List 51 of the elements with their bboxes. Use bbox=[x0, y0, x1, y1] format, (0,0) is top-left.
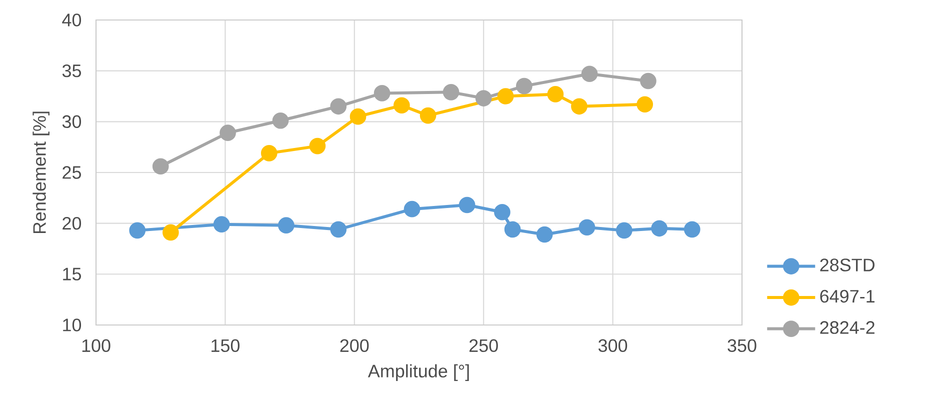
y-axis-title: Rendement [%] bbox=[32, 112, 50, 234]
point bbox=[651, 220, 668, 237]
point bbox=[497, 88, 514, 104]
y-tick-label: 10 bbox=[63, 318, 82, 332]
point bbox=[260, 145, 278, 162]
y-tick-label: 25 bbox=[62, 166, 81, 179]
x-tick-label: 150 bbox=[212, 339, 240, 352]
point bbox=[404, 200, 420, 218]
legend-label: 6497-1 bbox=[820, 290, 874, 303]
point bbox=[684, 221, 700, 238]
point bbox=[162, 224, 179, 241]
y-tick-label: 35 bbox=[62, 64, 81, 78]
point bbox=[640, 72, 656, 90]
point bbox=[442, 84, 460, 100]
point bbox=[213, 216, 230, 233]
y-tick-label: 40 bbox=[62, 14, 82, 26]
x-tick-label: 250 bbox=[469, 339, 498, 352]
point bbox=[152, 158, 169, 175]
point bbox=[581, 66, 598, 82]
point bbox=[350, 108, 366, 125]
point bbox=[571, 98, 588, 115]
x-tick-label: 100 bbox=[82, 339, 110, 352]
point bbox=[220, 124, 236, 142]
point bbox=[547, 86, 564, 102]
x-axis-title: Amplitude [°] bbox=[368, 364, 469, 382]
point bbox=[536, 226, 553, 243]
y-tick-label: 20 bbox=[62, 216, 82, 230]
point bbox=[578, 219, 596, 236]
x-tick-label: 300 bbox=[598, 339, 628, 352]
point bbox=[504, 221, 521, 238]
y-tick-label: 15 bbox=[63, 268, 81, 280]
point bbox=[129, 222, 146, 239]
point bbox=[475, 90, 492, 106]
point bbox=[309, 138, 326, 154]
point bbox=[458, 196, 476, 214]
point bbox=[330, 98, 347, 115]
point bbox=[420, 107, 436, 124]
point bbox=[494, 204, 510, 220]
point bbox=[330, 221, 347, 238]
point bbox=[636, 96, 654, 113]
point bbox=[278, 217, 294, 234]
y-tick-label: 30 bbox=[62, 115, 82, 128]
x-tick-label: 200 bbox=[340, 339, 369, 352]
point bbox=[394, 97, 410, 114]
point bbox=[272, 112, 289, 129]
legend-label: 2824-2 bbox=[820, 321, 874, 334]
legend-label: 28STD bbox=[820, 258, 874, 272]
x-tick-label: 350 bbox=[728, 339, 756, 352]
point bbox=[616, 222, 632, 239]
point bbox=[374, 85, 390, 102]
point bbox=[516, 78, 532, 94]
